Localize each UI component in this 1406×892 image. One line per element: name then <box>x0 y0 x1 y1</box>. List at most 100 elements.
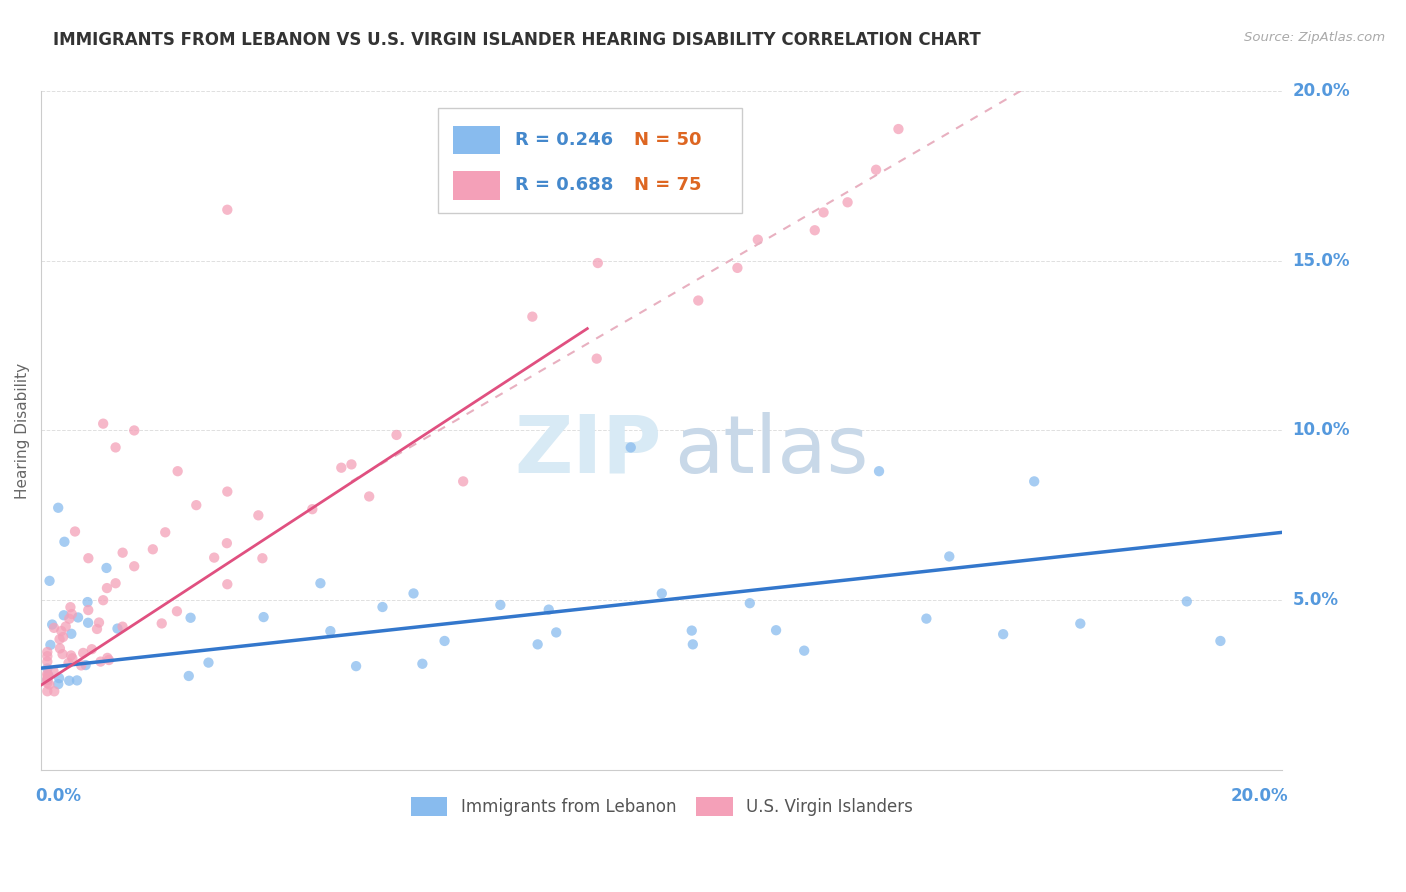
Point <box>96 651 118 665</box>
FancyBboxPatch shape <box>453 126 501 154</box>
Point <box>63 524 86 539</box>
Point <box>217 484 239 499</box>
Point <box>39 638 62 652</box>
Point <box>522 310 544 324</box>
Point <box>59 648 82 663</box>
Point <box>48 671 70 685</box>
Point <box>177 669 200 683</box>
Point <box>526 637 548 651</box>
FancyBboxPatch shape <box>439 108 742 213</box>
Point <box>803 223 825 237</box>
Point <box>77 551 100 566</box>
Point <box>90 655 112 669</box>
Point <box>359 490 381 504</box>
Point <box>197 656 219 670</box>
Point <box>104 576 127 591</box>
Point <box>111 546 134 560</box>
Point <box>1024 475 1046 489</box>
Point <box>46 500 69 515</box>
Point <box>66 673 89 688</box>
Point <box>301 502 323 516</box>
Point <box>91 593 114 607</box>
Point <box>38 574 60 588</box>
Text: 20.0%: 20.0% <box>1292 82 1350 100</box>
Point <box>77 603 100 617</box>
Point <box>42 664 65 678</box>
Point <box>52 608 75 623</box>
Point <box>682 637 704 651</box>
Point <box>837 195 859 210</box>
Point <box>97 653 120 667</box>
Point <box>585 351 607 366</box>
Point <box>58 673 80 688</box>
Point <box>813 205 835 219</box>
Y-axis label: Hearing Disability: Hearing Disability <box>15 362 30 499</box>
Point <box>37 673 59 687</box>
Point <box>60 627 83 641</box>
Point <box>53 534 76 549</box>
Point <box>80 642 103 657</box>
Point <box>1209 634 1232 648</box>
Text: atlas: atlas <box>675 412 869 490</box>
Text: 15.0%: 15.0% <box>1292 252 1350 269</box>
Point <box>59 600 82 615</box>
Point <box>37 676 59 690</box>
Point <box>681 624 703 638</box>
Point <box>51 647 73 661</box>
Point <box>725 260 748 275</box>
Point <box>60 607 83 621</box>
Point <box>38 669 60 683</box>
Point <box>319 624 342 639</box>
Point <box>217 577 239 591</box>
Point <box>651 586 673 600</box>
Text: 20.0%: 20.0% <box>1232 787 1289 805</box>
Text: 0.0%: 0.0% <box>35 787 82 805</box>
Point <box>38 677 60 691</box>
Point <box>340 458 363 472</box>
Point <box>546 625 568 640</box>
Text: Source: ZipAtlas.com: Source: ZipAtlas.com <box>1244 31 1385 45</box>
Point <box>887 122 910 136</box>
Point <box>104 441 127 455</box>
Point <box>41 617 63 632</box>
Point <box>37 661 59 675</box>
Point <box>60 651 83 665</box>
Text: R = 0.246: R = 0.246 <box>516 131 613 149</box>
Point <box>217 202 239 217</box>
Point <box>385 428 408 442</box>
Point <box>938 549 960 564</box>
Point <box>86 622 108 636</box>
Point <box>155 525 177 540</box>
Point <box>620 441 643 455</box>
Point <box>42 621 65 635</box>
Text: N = 50: N = 50 <box>634 131 702 149</box>
Point <box>150 616 173 631</box>
Point <box>37 649 59 664</box>
Point <box>58 612 80 626</box>
Point <box>180 611 202 625</box>
Point <box>48 632 70 647</box>
Point <box>166 464 188 478</box>
Point <box>58 656 80 670</box>
Point <box>67 610 90 624</box>
Point <box>868 464 890 478</box>
Text: N = 75: N = 75 <box>634 177 702 194</box>
Point <box>75 658 97 673</box>
Point <box>489 598 512 612</box>
Text: R = 0.688: R = 0.688 <box>516 177 613 194</box>
Point <box>402 586 425 600</box>
Point <box>77 615 100 630</box>
Point <box>52 630 75 644</box>
Point <box>252 610 274 624</box>
Point <box>37 671 59 685</box>
Point <box>738 596 761 610</box>
Point <box>586 256 609 270</box>
Point <box>793 643 815 657</box>
Point <box>1175 594 1198 608</box>
Point <box>411 657 433 671</box>
Point <box>37 666 59 681</box>
Point <box>91 417 114 431</box>
Point <box>371 600 394 615</box>
Point <box>865 162 887 177</box>
Point <box>122 559 145 574</box>
